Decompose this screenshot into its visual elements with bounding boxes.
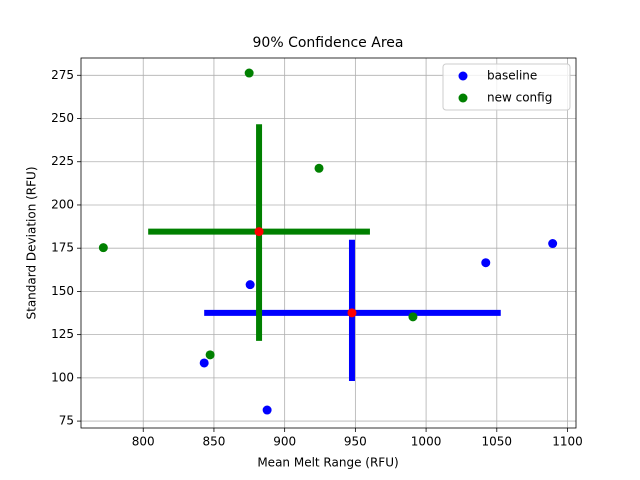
x-axis-label: Mean Melt Range (RFU) (257, 456, 398, 470)
x-tick-label: 1050 (482, 435, 513, 449)
center-point (347, 308, 357, 318)
point (408, 312, 418, 322)
point (481, 258, 491, 268)
x-tick-label: 1100 (552, 435, 583, 449)
point (205, 350, 215, 360)
point (262, 405, 272, 415)
legend-marker (458, 71, 468, 81)
x-tick-label: 950 (344, 435, 367, 449)
x-tick-label: 1000 (411, 435, 442, 449)
legend-label: baseline (487, 69, 537, 83)
center-point (254, 227, 264, 237)
point (314, 163, 324, 173)
x-tick-label: 850 (202, 435, 225, 449)
y-tick-label: 125 (51, 327, 74, 341)
y-tick-label: 275 (51, 68, 74, 82)
x-tick-label: 900 (273, 435, 296, 449)
chart-title: 90% Confidence Area (253, 35, 404, 51)
y-tick-label: 150 (51, 284, 74, 298)
legend-box (442, 63, 571, 111)
legend-marker (458, 93, 468, 103)
y-axis-label: Standard Deviation (RFU) (25, 166, 39, 319)
y-tick-label: 225 (51, 154, 74, 168)
x-tick-label: 800 (132, 435, 155, 449)
plot-frame (80, 57, 577, 429)
point (548, 239, 558, 249)
y-tick-label: 250 (51, 111, 74, 125)
point (244, 68, 254, 78)
point (245, 280, 255, 290)
y-tick-label: 75 (59, 414, 74, 428)
point (199, 358, 209, 368)
y-tick-label: 100 (51, 370, 74, 384)
legend-label: new config (487, 91, 552, 105)
point (98, 243, 108, 253)
y-tick-label: 200 (51, 197, 74, 211)
y-tick-label: 175 (51, 241, 74, 255)
